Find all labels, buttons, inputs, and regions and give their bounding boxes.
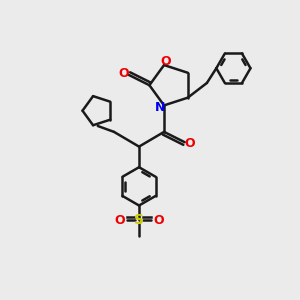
Text: O: O — [114, 214, 125, 227]
Text: O: O — [184, 137, 195, 150]
Text: N: N — [155, 101, 166, 114]
Text: O: O — [118, 67, 129, 80]
Text: O: O — [153, 214, 164, 227]
Text: O: O — [161, 55, 171, 68]
Text: S: S — [134, 213, 144, 227]
